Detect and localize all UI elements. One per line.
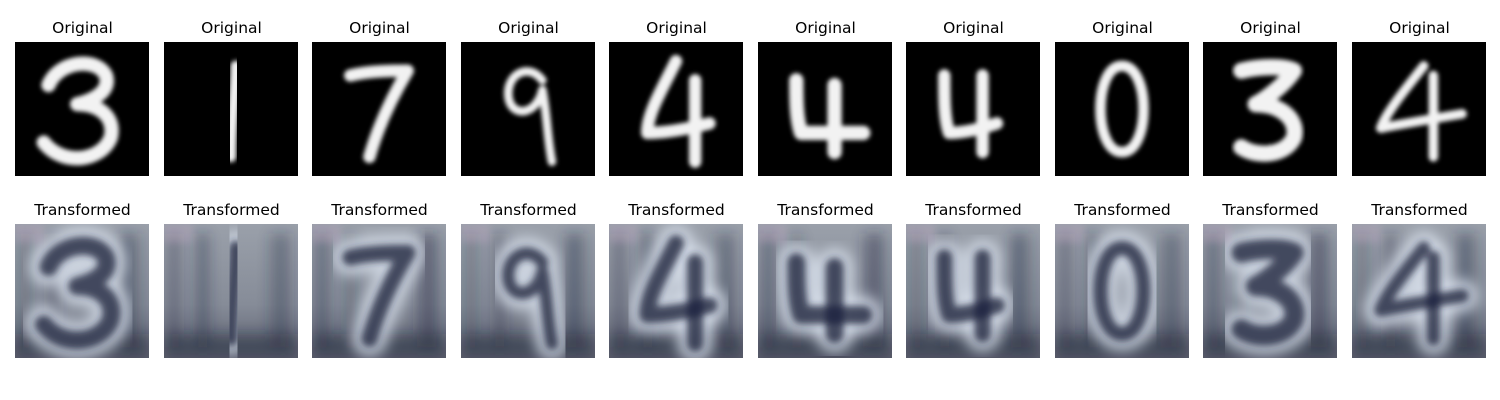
transformed-title: Transformed (1222, 201, 1319, 219)
original-digit-image (1055, 42, 1189, 176)
transformed-digit-image (1352, 224, 1486, 358)
transformed-title: Transformed (331, 201, 428, 219)
transformed-title: Transformed (925, 201, 1022, 219)
original-row: Original Original Original Original Original… (0, 17, 1500, 177)
original-cell-1: Original (15, 17, 150, 177)
original-cell-2: Original (164, 17, 299, 177)
original-digit-image (609, 42, 743, 176)
original-title: Original (498, 19, 559, 37)
original-title: Original (646, 19, 707, 37)
original-title: Original (1092, 19, 1153, 37)
transformed-digit-image (1055, 224, 1189, 358)
original-cell-3: Original (312, 17, 447, 177)
transformed-title: Transformed (1074, 201, 1171, 219)
original-cell-5: Original (609, 17, 744, 177)
transformed-title: Transformed (628, 201, 725, 219)
original-digit-image (1203, 42, 1337, 176)
original-title: Original (52, 19, 113, 37)
original-cell-7: Original (906, 17, 1041, 177)
transformed-row: Transformed Transformed Transformed Transfo… (0, 199, 1500, 359)
transformed-cell-4: Transformed (461, 199, 596, 359)
original-digit-image (758, 42, 892, 176)
original-digit-image (312, 42, 446, 176)
original-digit-image (1352, 42, 1486, 176)
transformed-digit-image (758, 224, 892, 358)
original-title: Original (943, 19, 1004, 37)
transformed-cell-6: Transformed (758, 199, 893, 359)
transformed-digit-image (312, 224, 446, 358)
original-title: Original (1389, 19, 1450, 37)
original-cell-6: Original (758, 17, 893, 177)
original-digit-image (906, 42, 1040, 176)
transformed-title: Transformed (777, 201, 874, 219)
transformed-cell-8: Transformed (1055, 199, 1190, 359)
transformed-digit-image (461, 224, 595, 358)
transformed-cell-3: Transformed (312, 199, 447, 359)
transformed-title: Transformed (183, 201, 280, 219)
transformed-cell-7: Transformed (906, 199, 1041, 359)
original-cell-4: Original (461, 17, 596, 177)
original-cell-8: Original (1055, 17, 1190, 177)
transformed-cell-5: Transformed (609, 199, 744, 359)
original-title: Original (349, 19, 410, 37)
original-title: Original (201, 19, 262, 37)
original-title: Original (1240, 19, 1301, 37)
transformed-digit-image (164, 224, 298, 358)
original-digit-image (164, 42, 298, 176)
transformed-digit-image (15, 224, 149, 358)
original-digit-image (461, 42, 595, 176)
original-cell-9: Original (1203, 17, 1338, 177)
transformed-cell-10: Transformed (1352, 199, 1487, 359)
original-title: Original (795, 19, 856, 37)
original-digit-image (15, 42, 149, 176)
transformed-title: Transformed (1371, 201, 1468, 219)
transformed-cell-9: Transformed (1203, 199, 1338, 359)
transformed-digit-image (609, 224, 743, 358)
transformed-cell-1: Transformed (15, 199, 150, 359)
transformed-title: Transformed (34, 201, 131, 219)
transformed-cell-2: Transformed (164, 199, 299, 359)
transformed-digit-image (906, 224, 1040, 358)
transformed-title: Transformed (480, 201, 577, 219)
original-cell-10: Original (1352, 17, 1487, 177)
transformed-digit-image (1203, 224, 1337, 358)
